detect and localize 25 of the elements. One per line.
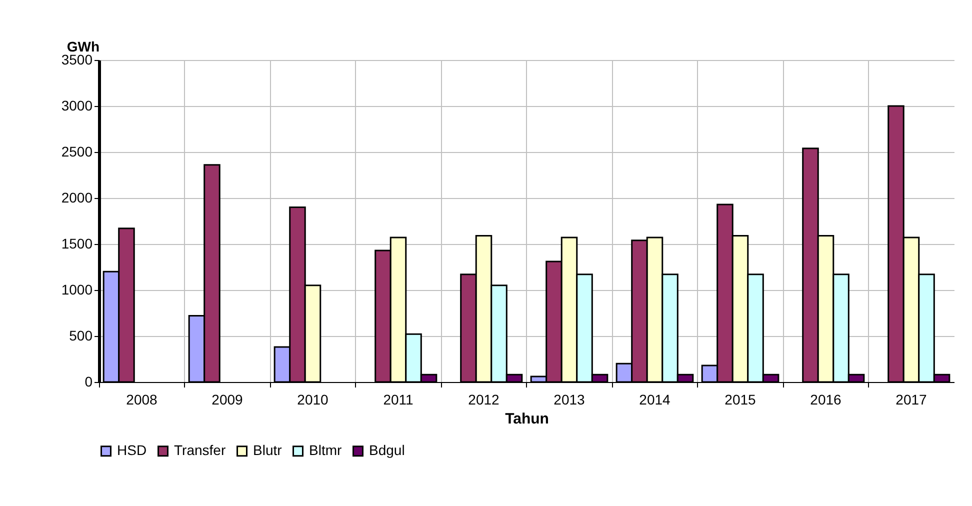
legend-label: Blutr — [253, 442, 282, 458]
x-tick-label: 2009 — [212, 392, 244, 408]
x-tick-label: 2016 — [810, 392, 842, 408]
y-tick-label: 2000 — [61, 190, 93, 206]
legend-label: Transfer — [174, 442, 226, 458]
legend-label: Bdgul — [369, 442, 405, 458]
y-tick-label: 3000 — [61, 98, 93, 114]
x-tick-label: 2011 — [383, 392, 414, 408]
y-tick-label: 1500 — [61, 236, 93, 252]
y-tick-label: 500 — [69, 328, 93, 344]
x-tick-label: 2010 — [297, 392, 329, 408]
y-tick-label: 3500 — [61, 52, 93, 68]
y-tick-label: 2500 — [61, 144, 93, 160]
y-tick-label: 1000 — [61, 282, 93, 298]
x-tick-label: 2017 — [896, 392, 928, 408]
x-tick-label: 2015 — [724, 392, 756, 408]
y-tick-label: 0 — [84, 374, 93, 390]
x-axis-title: Tahun — [505, 410, 549, 428]
x-tick-label: 2013 — [554, 392, 586, 408]
legend-label: Bltmr — [309, 442, 342, 458]
x-tick-label: 2012 — [468, 392, 500, 408]
y-axis-title: GWh — [66, 38, 100, 54]
legend-label: HSD — [117, 442, 147, 458]
x-tick-label: 2014 — [639, 392, 671, 408]
x-tick-label: 2008 — [126, 392, 158, 408]
